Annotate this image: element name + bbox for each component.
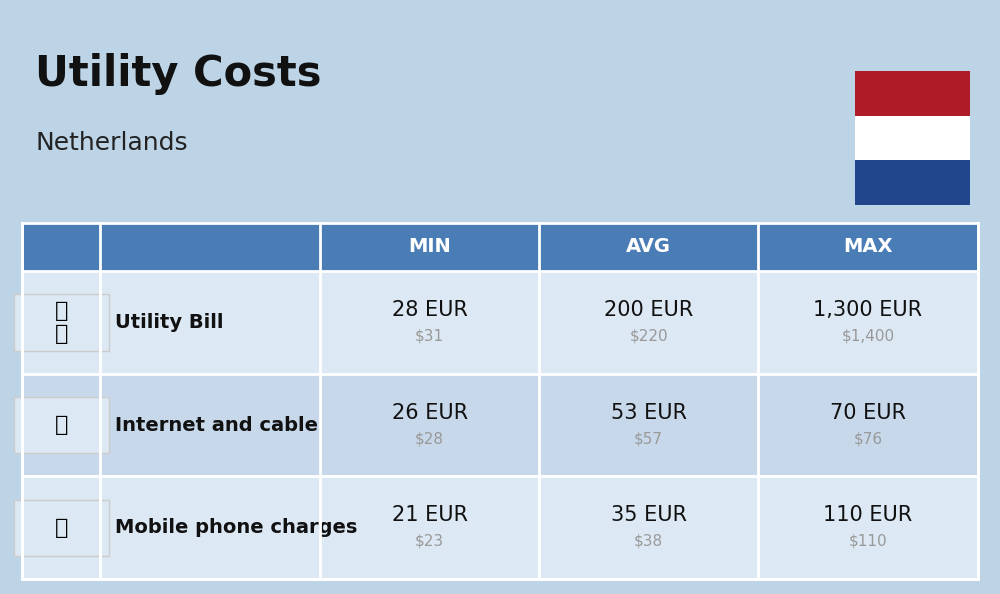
Text: $23: $23	[415, 534, 444, 549]
Text: Utility Bill: Utility Bill	[115, 313, 224, 331]
Text: 53 EUR: 53 EUR	[611, 403, 687, 423]
Bar	[22, 223, 978, 271]
Text: $110: $110	[849, 534, 887, 549]
Text: $76: $76	[853, 431, 883, 446]
Text: AVG: AVG	[626, 238, 671, 256]
Text: 📱: 📱	[55, 518, 68, 538]
Text: 1,300 EUR: 1,300 EUR	[813, 300, 923, 320]
Text: MAX: MAX	[843, 238, 893, 256]
Text: 28 EUR: 28 EUR	[392, 300, 468, 320]
Text: $57: $57	[634, 431, 663, 446]
Text: $38: $38	[634, 534, 663, 549]
Bar	[14, 500, 109, 556]
Text: $1,400: $1,400	[841, 328, 895, 343]
Bar	[855, 71, 970, 116]
Text: 21 EUR: 21 EUR	[392, 505, 468, 526]
Text: MIN: MIN	[408, 238, 451, 256]
Text: 110 EUR: 110 EUR	[823, 505, 913, 526]
Text: 🔧
💡: 🔧 💡	[55, 301, 68, 344]
Text: 📡: 📡	[55, 415, 68, 435]
Text: 26 EUR: 26 EUR	[392, 403, 468, 423]
Bar	[855, 160, 970, 205]
Bar	[22, 271, 978, 374]
Text: Netherlands: Netherlands	[35, 131, 188, 154]
Bar	[14, 294, 109, 350]
Text: $28: $28	[415, 431, 444, 446]
Text: Utility Costs: Utility Costs	[35, 53, 322, 96]
Bar	[22, 476, 978, 579]
Bar	[14, 397, 109, 453]
Text: $220: $220	[629, 328, 668, 343]
Text: 35 EUR: 35 EUR	[611, 505, 687, 526]
Text: Mobile phone charges: Mobile phone charges	[115, 519, 358, 537]
Bar	[855, 116, 970, 160]
Text: $31: $31	[415, 328, 444, 343]
Text: 70 EUR: 70 EUR	[830, 403, 906, 423]
Bar	[22, 374, 978, 476]
Text: Internet and cable: Internet and cable	[115, 416, 318, 434]
Text: 200 EUR: 200 EUR	[604, 300, 693, 320]
